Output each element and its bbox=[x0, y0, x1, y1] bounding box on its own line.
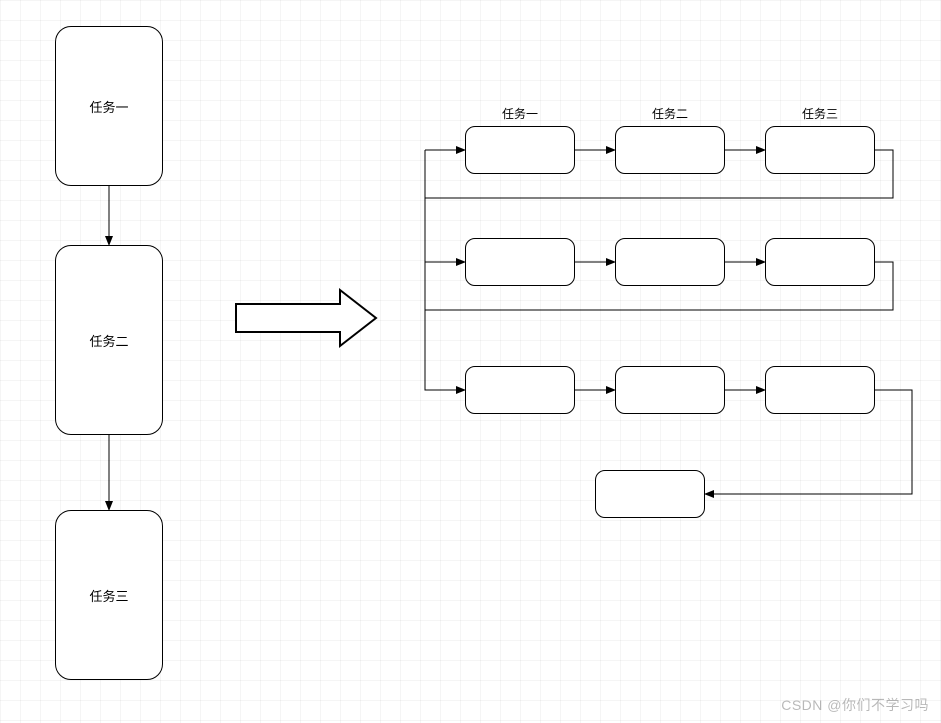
grid-node-r2-c1 bbox=[615, 366, 725, 414]
grid-node-r2-c0 bbox=[465, 366, 575, 414]
transform-arrow-icon bbox=[236, 290, 376, 346]
grid-node-r2-c2 bbox=[765, 366, 875, 414]
left-node-L2: 任务二 bbox=[55, 245, 163, 435]
grid-node-r1-c1 bbox=[615, 238, 725, 286]
left-node-L1: 任务一 bbox=[55, 26, 163, 186]
left-node-L3: 任务三 bbox=[55, 510, 163, 680]
column-label-2: 任务三 bbox=[780, 105, 860, 122]
grid-node-r0-c1 bbox=[615, 126, 725, 174]
watermark: CSDN @你们不学习吗 bbox=[781, 695, 929, 715]
grid-node-r1-c2 bbox=[765, 238, 875, 286]
grid-node-r0-c2 bbox=[765, 126, 875, 174]
diagram-canvas: 任务一任务二任务三任务一任务二任务三 CSDN @你们不学习吗 bbox=[0, 0, 941, 723]
column-label-1: 任务二 bbox=[630, 105, 710, 122]
grid-node-r1-c0 bbox=[465, 238, 575, 286]
final-node bbox=[595, 470, 705, 518]
column-label-0: 任务一 bbox=[480, 105, 560, 122]
grid-node-r0-c0 bbox=[465, 126, 575, 174]
